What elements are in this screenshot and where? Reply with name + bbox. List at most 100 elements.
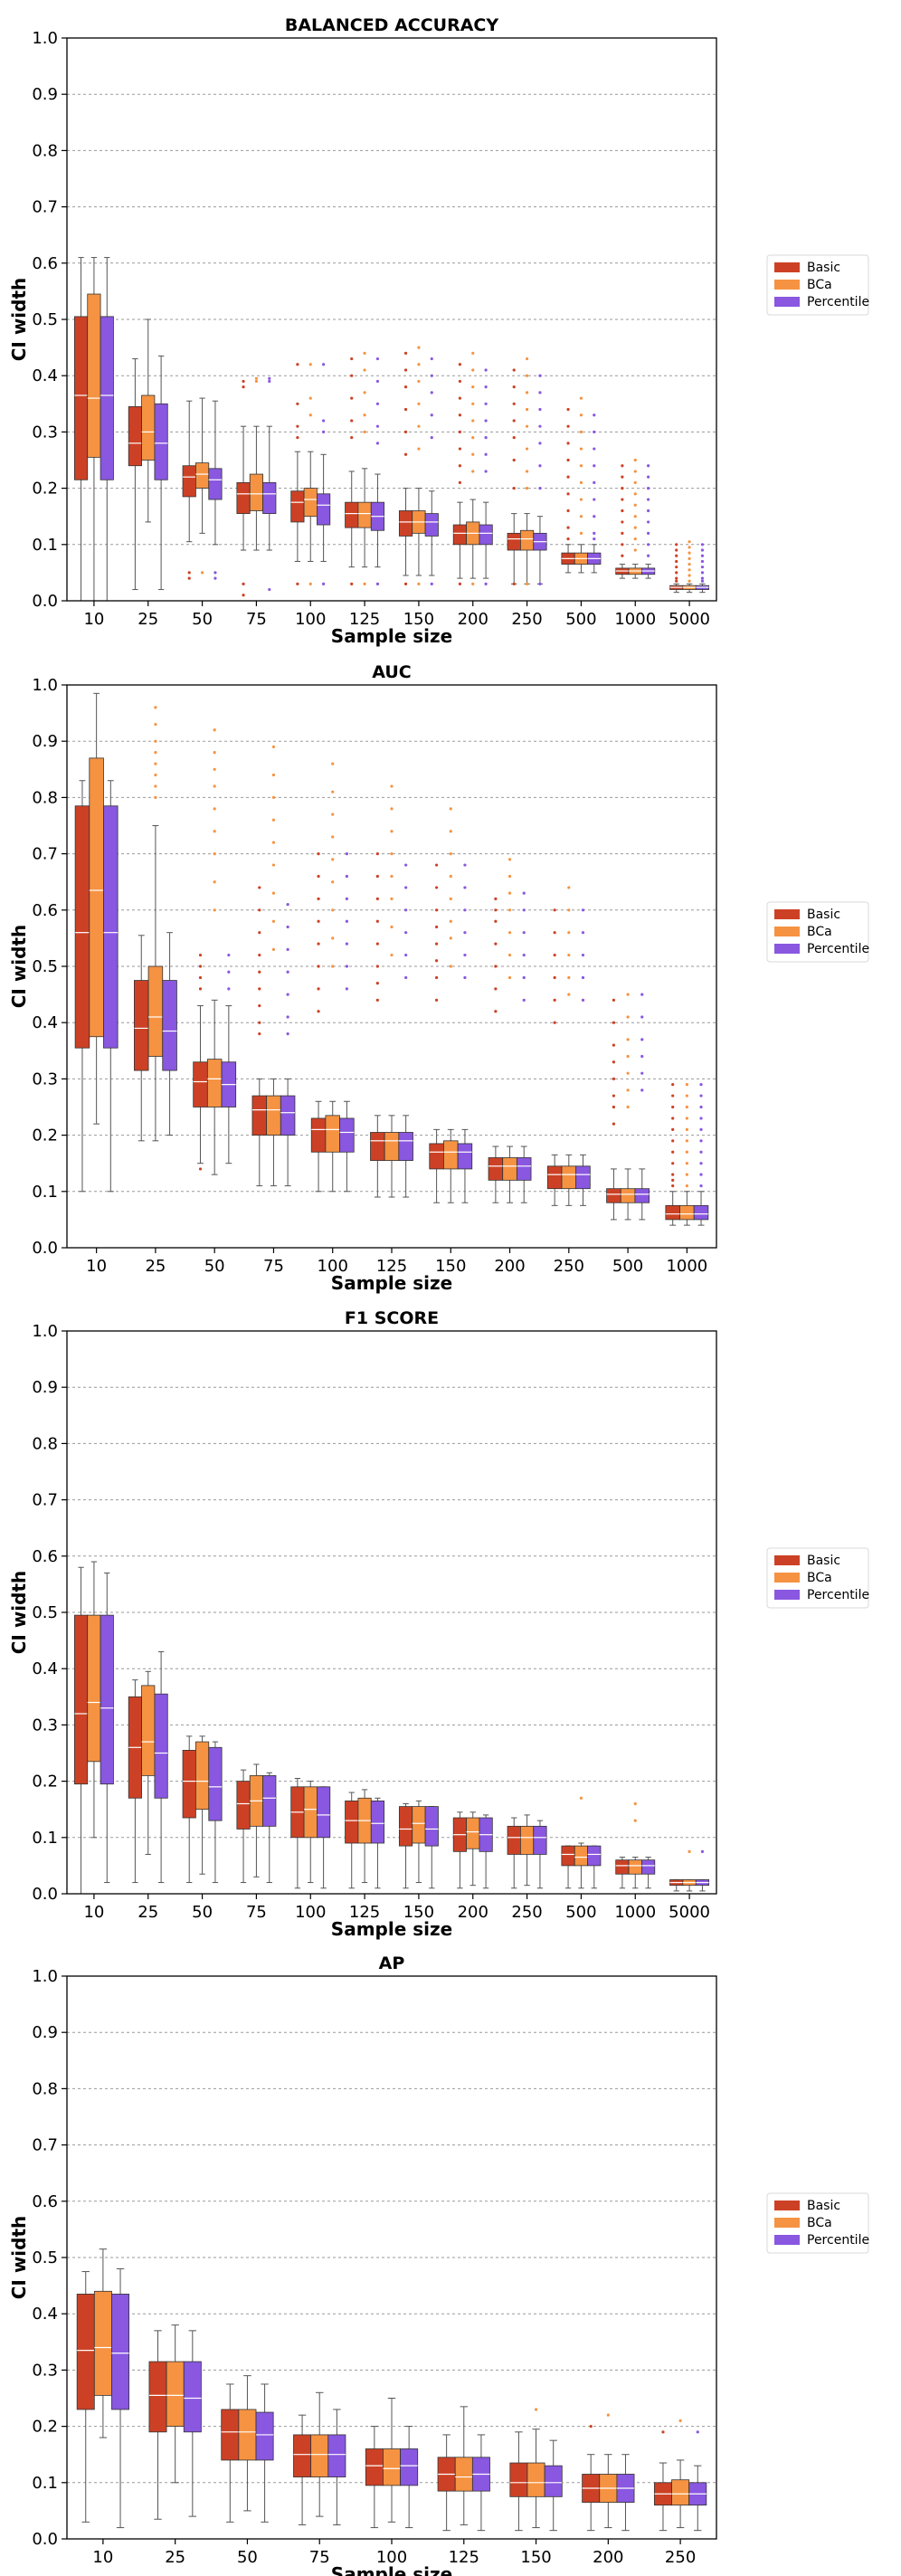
outlier-point [258, 931, 261, 935]
box-basic [429, 1143, 444, 1170]
box-basic [128, 406, 142, 467]
outlier-point [593, 447, 596, 451]
y-tick-label: 0.2 [32, 2418, 58, 2437]
outlier-point [449, 874, 452, 879]
outlier-point [271, 773, 276, 777]
outlier-point [198, 987, 203, 991]
outlier-point [640, 1015, 644, 1019]
outlier-point [685, 1094, 688, 1098]
box-percentile [183, 2361, 202, 2433]
box-percentile [255, 2411, 274, 2461]
box-basic [509, 2462, 528, 2497]
outlier-point [566, 509, 570, 513]
box-percentile [424, 513, 439, 537]
y-tick-label: 1.0 [32, 1322, 58, 1341]
x-tick-label: 25 [165, 2548, 185, 2567]
outlier-point [331, 762, 335, 765]
y-tick-label: 0.5 [32, 957, 58, 976]
x-tick-label: 25 [138, 1903, 158, 1922]
outlier-point [286, 925, 289, 929]
outlier-point [621, 520, 624, 524]
outlier-point [331, 790, 335, 794]
outlier-point [621, 487, 624, 490]
box-bca [195, 1741, 210, 1811]
outlier-point [612, 1077, 616, 1080]
outlier-point [675, 576, 678, 580]
outlier-point [317, 965, 320, 968]
y-tick-label: 0.3 [32, 2361, 58, 2380]
x-tick-label: 100 [318, 1257, 348, 1276]
outlier-point [593, 498, 596, 501]
outlier-point [345, 965, 348, 968]
outlier-point [471, 402, 475, 405]
outlier-point [404, 953, 408, 957]
box-percentile [317, 1786, 331, 1839]
chart-title: AP [379, 1953, 405, 1973]
box-basic [452, 524, 467, 546]
outlier-point [700, 571, 705, 575]
outlier-point [458, 464, 461, 468]
x-tick-label: 25 [145, 1257, 166, 1276]
outlier-point [494, 1010, 498, 1013]
outlier-point [322, 430, 326, 433]
outlier-point [566, 424, 570, 428]
outlier-point [213, 767, 216, 771]
x-tick-label: 75 [246, 1903, 267, 1922]
legend-label: Percentile [807, 942, 869, 956]
legend-swatch-bca [774, 2218, 800, 2228]
outlier-point [685, 1083, 688, 1087]
outlier-point [633, 503, 637, 507]
outlier-point [296, 402, 299, 405]
outlier-point [647, 554, 650, 557]
outlier-point [213, 728, 216, 732]
outlier-point [525, 470, 529, 473]
outlier-point [390, 830, 394, 833]
outlier-point [538, 374, 542, 377]
outlier-point [154, 751, 157, 755]
y-tick-label: 0.2 [32, 480, 58, 499]
box-bca [93, 2290, 112, 2396]
box-percentile [280, 1095, 296, 1136]
legend: Basic BCa Percentile [766, 1547, 869, 1609]
y-tick-label: 0.4 [32, 1659, 58, 1678]
box-percentile [424, 1806, 439, 1847]
outlier-point [647, 464, 650, 468]
box-basic [370, 1132, 385, 1161]
outlier-point [688, 551, 691, 555]
outlier-point [154, 795, 157, 800]
x-tick-label: 200 [593, 2548, 623, 2567]
outlier-point [435, 925, 439, 929]
y-tick-label: 0.9 [32, 1378, 58, 1397]
y-tick-label: 0.1 [32, 536, 58, 555]
outlier-point [688, 546, 691, 549]
outlier-point [507, 874, 512, 879]
outlier-point [268, 587, 271, 592]
outlier-point [390, 807, 394, 811]
outlier-point [699, 1117, 703, 1120]
outlier-point [612, 998, 616, 1002]
outlier-point [271, 947, 276, 951]
outlier-point [403, 582, 408, 585]
x-tick-label: 150 [520, 2548, 551, 2567]
outlier-point [700, 566, 705, 569]
outlier-point [626, 1071, 630, 1075]
outlier-point [296, 582, 299, 585]
box-percentile [154, 1693, 168, 1799]
outlier-point [525, 407, 529, 412]
box-basic [290, 490, 305, 523]
box-percentile [317, 493, 331, 526]
y-tick-label: 0.4 [32, 2305, 58, 2324]
outlier-point [268, 376, 271, 380]
box-basic [488, 1157, 504, 1181]
outlier-point [579, 531, 583, 535]
outlier-point [471, 368, 475, 372]
box-bca [266, 1095, 281, 1136]
x-tick-label: 125 [349, 1903, 380, 1922]
outlier-point [494, 919, 498, 923]
outlier-point [553, 998, 556, 1002]
outlier-point [363, 430, 366, 433]
outlier-point [390, 852, 394, 856]
outlier-point [512, 487, 516, 490]
outlier-point [579, 498, 583, 501]
outlier-point [286, 1015, 289, 1019]
